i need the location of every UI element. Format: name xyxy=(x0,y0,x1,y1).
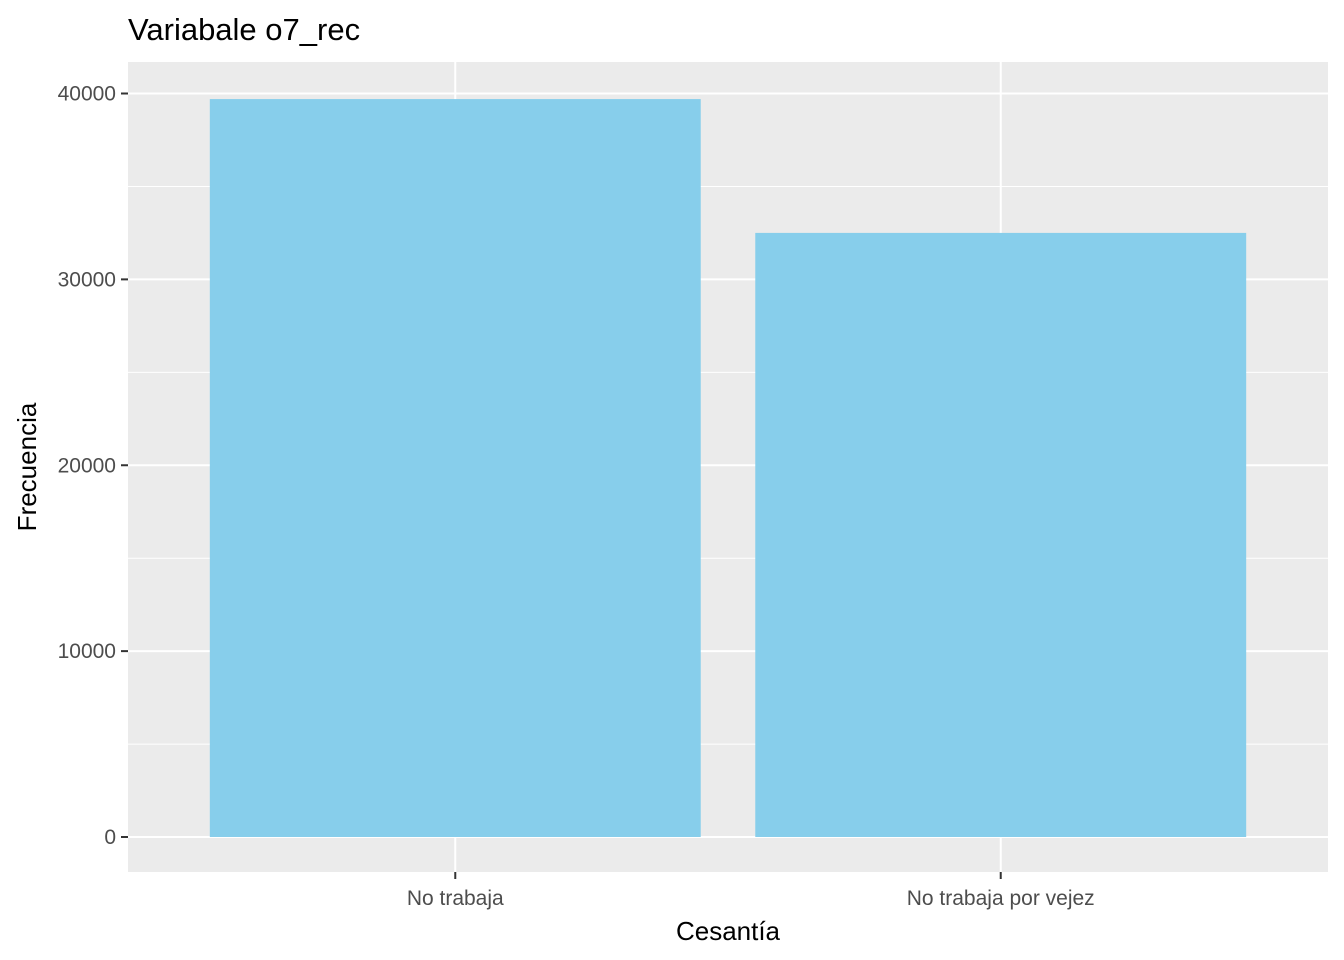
x-tick-label: No trabaja xyxy=(407,887,504,910)
bar-1 xyxy=(209,99,701,838)
y-axis-title: Frecuencia xyxy=(12,402,42,531)
y-axis-ticks: 0 10000 20000 30000 40000 xyxy=(58,83,128,849)
y-tick-label: 0 xyxy=(104,826,116,849)
y-tick-label: 20000 xyxy=(58,454,116,477)
y-tick-label: 40000 xyxy=(58,83,116,106)
chart-title: Variabale o7_rec xyxy=(128,12,360,47)
bar-2 xyxy=(755,232,1247,837)
y-tick-label: 30000 xyxy=(58,268,116,291)
y-tick-label: 10000 xyxy=(58,640,116,663)
x-tick-label: No trabaja por vejez xyxy=(907,887,1095,910)
x-axis-title: Cesantía xyxy=(676,916,781,946)
x-axis-ticks: No trabaja No trabaja por vejez xyxy=(407,872,1095,910)
bars-group xyxy=(209,99,1247,838)
